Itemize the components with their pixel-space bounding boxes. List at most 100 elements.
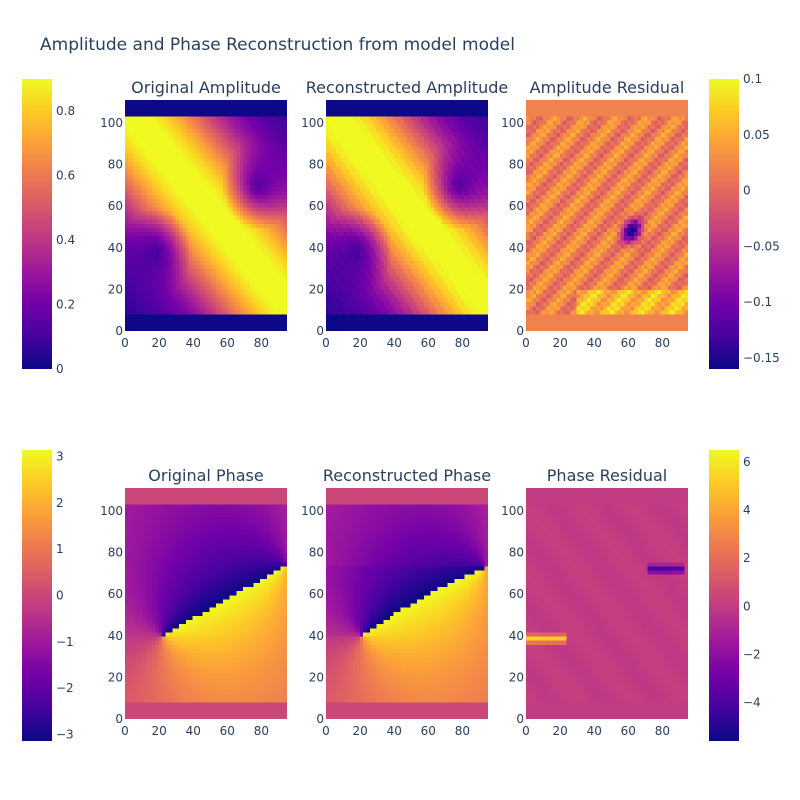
colorbar-tick-label: 0.8 [56,104,75,118]
heatmap-image [326,488,488,719]
y-tick-label: 0 [316,324,324,338]
heatmap-image [526,488,688,719]
heatmap-image [526,100,688,331]
colorbar-tick-label: 0.2 [56,298,75,312]
y-tick-label: 40 [309,629,324,643]
panel-title: Reconstructed Phase [323,466,491,485]
x-tick-label: 20 [151,724,166,738]
y-tick-label: 60 [509,587,524,601]
colorbar-tick-label: 6 [743,455,751,469]
y-tick-label: 20 [309,282,324,296]
x-tick-label: 0 [121,724,129,738]
colorbar-tick-label: 2 [56,496,64,510]
x-tick-label: 60 [220,336,235,350]
x-tick-label: 40 [587,724,602,738]
y-tick-label: 100 [501,116,524,130]
x-tick-label: 80 [254,724,269,738]
y-tick-label: 60 [108,199,123,213]
x-tick-label: 20 [552,336,567,350]
x-tick-label: 80 [655,724,670,738]
colorbar-tick-label: 1 [56,542,64,556]
y-tick-label: 60 [309,587,324,601]
colorbar-gradient [22,79,52,369]
colorbar-amplitude: 0 0.2 0.4 0.6 0.8 [22,79,75,376]
panel-title: Phase Residual [547,466,667,485]
x-tick-label: 40 [387,336,402,350]
panel-title: Original Phase [148,466,263,485]
colorbars: 0 0.2 0.4 0.6 0.8 0.1 0.05 0 −0.05 −0.1 −0.15 3 2 1 0 −… [22,72,780,742]
x-tick-label: 40 [186,724,201,738]
x-tick-label: 0 [121,336,129,350]
x-tick-label: 80 [254,336,269,350]
panel-title: Amplitude Residual [530,78,685,97]
colorbar-tick-label: −1 [56,635,74,649]
colorbar-tick-label: 0 [56,362,64,376]
colorbar-amplitude-residual: 0.1 0.05 0 −0.05 −0.1 −0.15 [709,72,780,369]
x-tick-label: 40 [186,336,201,350]
heatmap-panel-3: Amplitude Residual 0 20 40 60 80 0 20 40 60 80 100 [501,78,688,350]
x-tick-label: 60 [220,724,235,738]
colorbar-tick-label: −0.15 [743,351,780,365]
y-tick-label: 40 [509,241,524,255]
heatmap-panel-6: Phase Residual 0 20 40 60 80 0 20 40 60 80 100 [501,466,688,738]
panel-title: Reconstructed Amplitude [306,78,508,97]
y-tick-label: 40 [509,629,524,643]
colorbar-tick-label: 0.4 [56,233,75,247]
x-tick-label: 80 [455,336,470,350]
x-tick-label: 60 [421,336,436,350]
y-tick-label: 20 [309,670,324,684]
colorbar-tick-label: 0.05 [743,128,770,142]
y-tick-label: 0 [115,712,123,726]
y-tick-label: 60 [509,199,524,213]
y-tick-label: 0 [516,324,524,338]
heatmap-image [326,100,488,331]
y-tick-label: 60 [108,587,123,601]
y-tick-label: 20 [108,670,123,684]
colorbar-tick-label: 2 [743,551,751,565]
y-tick-label: 40 [108,629,123,643]
y-tick-label: 100 [301,116,324,130]
x-tick-label: 40 [387,724,402,738]
y-tick-label: 60 [309,199,324,213]
x-tick-label: 20 [151,336,166,350]
y-tick-label: 40 [309,241,324,255]
colorbar-phase-residual: 6 4 2 0 −2 −4 [709,450,761,741]
x-tick-label: 20 [352,724,367,738]
y-tick-label: 80 [309,546,324,560]
colorbar-tick-label: −0.05 [743,239,780,253]
x-tick-label: 20 [352,336,367,350]
colorbar-gradient [22,450,52,741]
colorbar-gradient [709,450,739,741]
y-tick-label: 0 [316,712,324,726]
colorbar-tick-label: 0 [743,184,751,198]
colorbar-gradient [709,79,739,369]
y-tick-label: 0 [115,324,123,338]
heatmap-panel-1: Original Amplitude 0 20 40 60 80 0 20 40 60 80 100 [100,78,287,350]
y-tick-label: 100 [100,116,123,130]
y-tick-label: 20 [509,670,524,684]
x-tick-label: 0 [522,336,530,350]
colorbar-tick-label: 0.6 [56,169,75,183]
x-tick-label: 0 [322,336,330,350]
colorbar-tick-label: −2 [56,681,74,695]
colorbar-tick-label: 0 [743,599,751,613]
x-tick-label: 40 [587,336,602,350]
y-tick-label: 80 [509,158,524,172]
y-tick-label: 20 [108,282,123,296]
y-tick-label: 40 [108,241,123,255]
colorbar-tick-label: −4 [743,696,761,710]
x-tick-label: 80 [455,724,470,738]
heatmap-image [125,100,287,331]
x-tick-label: 60 [621,724,636,738]
y-tick-label: 100 [100,504,123,518]
y-tick-label: 100 [301,504,324,518]
x-tick-label: 60 [621,336,636,350]
heatmap-panel-2: Reconstructed Amplitude 0 20 40 60 80 0 20 40 60 8… [301,78,508,350]
y-tick-label: 20 [509,282,524,296]
colorbar-tick-label: 0.1 [743,72,762,86]
x-tick-label: 0 [322,724,330,738]
y-tick-label: 80 [108,546,123,560]
x-tick-label: 0 [522,724,530,738]
